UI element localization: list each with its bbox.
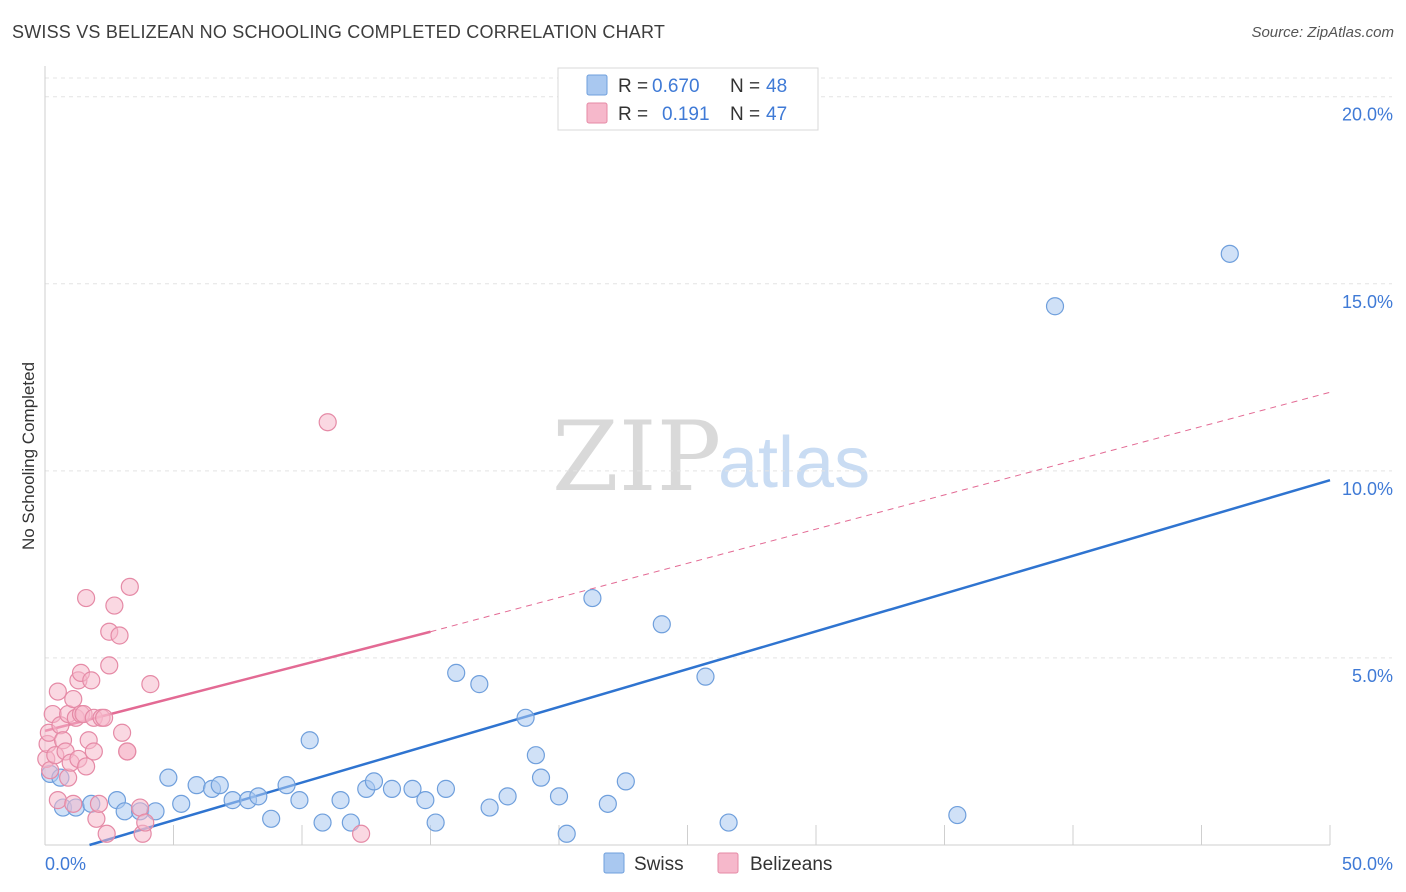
point-swiss [313,813,332,832]
chart-title: SWISS VS BELIZEAN NO SCHOOLING COMPLETED… [12,22,666,42]
point-swiss [526,746,545,765]
point-swiss [159,768,178,787]
point-belizeans [110,626,129,645]
point-belizeans [97,824,116,843]
point-belizeans [64,689,83,709]
point-belizeans [77,757,96,776]
point-belizeans [95,708,114,727]
point-swiss [341,813,360,832]
point-swiss [364,772,384,791]
tick-labels: 5.0% 10.0% 15.0% 20.0% 0.0% 50.0% [45,105,1393,874]
point-swiss [480,798,499,817]
bottom-legend-label-belizeans: Belizeans [750,854,832,875]
point-swiss [382,779,402,798]
point-belizeans [352,824,371,843]
point-swiss [557,824,576,843]
chart-source: Source: ZipAtlas.com [1251,24,1394,41]
point-belizeans [87,809,106,828]
legend-swatch-swiss [586,74,608,96]
point-swiss [447,663,466,682]
legend: R = 0.670 N = 48 R = 0.191 N = 47 [557,67,819,131]
legend-r-value-swiss: 0.670 [652,76,700,97]
point-belizeans [112,723,132,742]
legend-swatch-belizeans [586,102,608,124]
point-swiss [187,776,206,795]
point-belizeans [118,742,137,761]
point-belizeans [105,596,124,615]
point-swiss [262,809,281,828]
legend-n-label-belizeans: N = [730,104,760,125]
point-swiss [277,776,296,795]
point-belizeans [82,671,101,690]
point-belizeans [48,791,67,810]
x-tick-label: 50.0% [1342,854,1393,874]
legend-r-value-belizeans: 0.191 [662,104,710,125]
trend-line-belizeans [430,391,1331,633]
point-belizeans [318,413,337,432]
point-belizeans [141,675,160,694]
point-swiss [470,675,489,694]
point-swiss [115,802,134,821]
point-swiss [531,768,551,787]
point-belizeans [136,813,155,832]
point-belizeans [89,794,109,813]
point-swiss [498,787,517,806]
watermark-zip: ZIP [552,401,721,513]
point-swiss [616,772,635,791]
point-swiss [1220,244,1239,263]
point-swiss [300,731,319,750]
point-swiss [172,794,191,813]
point-swiss [223,791,242,810]
point-belizeans [48,682,67,701]
gridlines [45,77,1392,659]
point-swiss [598,794,617,813]
point-swiss [416,791,435,810]
watermark-atlas: atlas [718,423,870,503]
point-belizeans [120,577,139,596]
x-tick-label: 0.0% [45,854,86,874]
bottom-legend: Swiss Belizeans [603,852,832,875]
point-swiss [583,588,602,608]
point-swiss [436,779,456,798]
point-swiss [249,787,268,806]
point-swiss [549,787,569,806]
point-swiss [1045,297,1065,316]
y-tick-label: 5.0% [1352,666,1393,686]
trend-line-swiss [89,479,1331,847]
y-tick-label: 20.0% [1342,105,1393,125]
y-tick-label: 10.0% [1342,479,1393,499]
point-belizeans [59,768,78,787]
point-swiss [210,776,229,795]
point-swiss [719,813,738,832]
legend-r-label-swiss: R = [618,76,648,97]
point-swiss [290,791,309,810]
point-swiss [516,708,535,727]
y-axis-label: No Schooling Completed [19,362,38,550]
point-swiss [331,791,350,810]
point-swiss [403,779,422,798]
point-belizeans [77,588,96,608]
point-swiss [426,813,445,832]
point-belizeans [64,794,83,813]
data-points [37,244,1239,843]
legend-r-label-belizeans: R = [618,104,648,125]
point-belizeans [84,742,103,761]
bottom-legend-label-swiss: Swiss [634,854,684,875]
legend-n-value-belizeans: 47 [766,104,787,125]
legend-n-label-swiss: N = [730,76,760,97]
bottom-legend-swatch-swiss [603,852,625,874]
legend-n-value-swiss: 48 [766,76,787,97]
point-swiss [948,805,967,825]
point-swiss [652,615,671,634]
point-belizeans [100,656,119,675]
y-tick-label: 15.0% [1342,292,1393,312]
bottom-legend-swatch-belizeans [717,852,739,874]
point-swiss [696,667,715,686]
